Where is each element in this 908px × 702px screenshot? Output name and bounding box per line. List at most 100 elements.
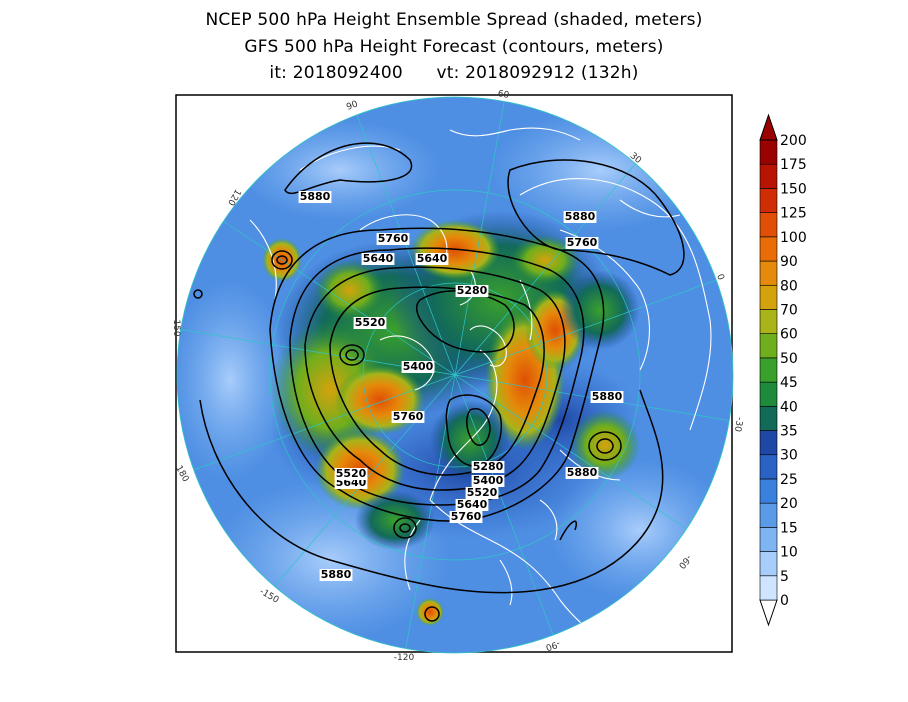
colorbar-tick-label: 90: [780, 254, 798, 270]
longitude-label: 90: [345, 99, 359, 112]
spread-shading: [177, 97, 733, 653]
colorbar-swatch: [759, 333, 778, 359]
contour-label-bg: [449, 511, 483, 523]
colorbar-tick-label: 80: [780, 278, 798, 294]
colorbar-swatch: [759, 236, 778, 262]
contour-label: 5640: [363, 252, 394, 265]
contour-5520-ring: [304, 266, 566, 491]
contour-closed-high: [271, 250, 293, 270]
colorbar-swatch: [759, 188, 778, 213]
contour-label-bg: [565, 467, 599, 479]
spread-high-patch: [315, 260, 385, 320]
contour-closed-low: [399, 523, 411, 533]
contour-label: 5760: [567, 236, 598, 249]
contour-label-bg: [471, 461, 505, 473]
contour-label: 5280: [457, 284, 488, 297]
contour-label: 5640: [417, 252, 448, 265]
map-boundary: [176, 96, 734, 654]
contour-closed-high: [193, 289, 203, 299]
contour-label-bg: [415, 253, 449, 265]
longitude-label: 150: [171, 319, 181, 336]
spread-high-patch: [355, 490, 435, 550]
contour-label-bg: [361, 253, 395, 265]
contour-label: 5280: [473, 460, 504, 473]
colorbar-tick-label: 150: [780, 181, 807, 197]
colorbar-swatch: [759, 309, 778, 334]
longitude-label: -90: [544, 638, 561, 653]
colorbar-swatch: [759, 212, 778, 238]
colorbar-tick-label: 20: [780, 496, 798, 512]
longitude-label: 0: [714, 273, 725, 282]
title-line-2: GFS 500 hPa Height Forecast (contours, m…: [244, 37, 664, 57]
colorbar-tick-label: 100: [780, 230, 807, 246]
colorbar-tick-label: 5: [780, 569, 789, 585]
contour-label-bg: [455, 285, 489, 297]
contour-inner-low: [466, 408, 491, 446]
colorbar-swatch: [759, 551, 778, 577]
contour-label-bg: [471, 475, 505, 487]
colorbar-tick-label: 40: [780, 399, 798, 415]
spread-max-patch: [335, 365, 425, 435]
contour-closed-low: [345, 349, 359, 361]
contour-5400-ring: [329, 286, 545, 476]
colorbar-swatch: [759, 454, 778, 480]
colorbar-tick-label: 10: [780, 545, 798, 561]
colorbar-swatch: [759, 406, 778, 431]
colorbar-swatch: [759, 478, 778, 504]
contour-label-bg: [391, 411, 425, 423]
spread-high-patch: [510, 235, 580, 285]
contour-label: 5640: [457, 498, 488, 511]
spread-high-patch: [560, 270, 640, 350]
colorbar-swatch: [759, 163, 778, 189]
contour-label: 5520: [336, 467, 367, 480]
contour-label: 5880: [567, 466, 598, 479]
colorbar: 0 5 10 15 20 25 30 35 40 45 50 60 70 80 90 100 125 150 175…: [759, 113, 807, 627]
colorbar-swatch: [759, 381, 778, 407]
spread-low-patch: [177, 280, 290, 480]
contour-label-bg: [563, 211, 597, 223]
colorbar-swatch: [759, 284, 778, 310]
colorbar-tick-label: 0: [780, 593, 789, 609]
contour-label: 5400: [473, 474, 504, 487]
longitude-label: -30: [732, 416, 744, 432]
spread-max-patch: [416, 598, 444, 626]
contour-closed-high: [276, 255, 288, 265]
colorbar-under-triangle: [759, 599, 778, 627]
longitude-label: -120: [394, 653, 415, 663]
contour-label: 5400: [403, 360, 434, 373]
contour-5760-ring: [269, 227, 605, 522]
colorbar-tick-label: 200: [780, 133, 807, 149]
contour-closed-low: [393, 517, 417, 539]
contour-label: 5520: [467, 486, 498, 499]
contour-label-bg: [298, 191, 332, 203]
contour-closed-high: [588, 431, 622, 461]
colorbar-tick-label: 60: [780, 327, 798, 343]
contour-5880-ring: [284, 142, 413, 195]
contour-label-bg: [465, 487, 499, 499]
colorbar-swatch: [759, 357, 778, 383]
contour-label: 5760: [451, 510, 482, 523]
contour-closed-high: [424, 606, 440, 622]
colorbar-swatch: [759, 260, 778, 286]
colorbar-tick-label: 70: [780, 302, 798, 318]
colorbar-tick-label: 30: [780, 448, 798, 464]
contour-label-bg: [319, 569, 353, 581]
colorbar-tick-label: 175: [780, 157, 807, 173]
contour-label-bg: [334, 468, 368, 480]
colorbar-swatch: [759, 430, 778, 456]
colorbar-tick-label: 125: [780, 206, 807, 222]
contour-label: 5880: [592, 390, 623, 403]
contour-5880-ring: [507, 159, 685, 276]
colorbar-tick-label: 15: [780, 520, 798, 536]
contour-5880-ring: [199, 389, 664, 594]
contour-label-bg: [455, 499, 489, 511]
contour-label: 5520: [355, 316, 386, 329]
contour-label: 5880: [321, 568, 352, 581]
colorbar-tick-label: 35: [780, 424, 798, 440]
longitude-label: 60: [497, 89, 510, 101]
colorbar-swatch: [759, 139, 778, 165]
contour-label: 5760: [393, 410, 424, 423]
contour-label-bg: [590, 391, 624, 403]
